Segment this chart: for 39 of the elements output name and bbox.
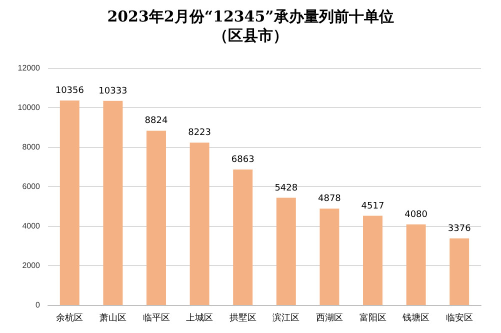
bar bbox=[60, 100, 80, 305]
x-tick-label: 西湖区 bbox=[316, 312, 343, 322]
bar bbox=[406, 224, 426, 305]
y-tick-label: 0 bbox=[36, 300, 41, 310]
y-tick-label: 6000 bbox=[22, 182, 41, 191]
data-label: 4080 bbox=[404, 210, 428, 220]
chart-title: 2023年2月份“12345”承办量列前十单位 bbox=[107, 8, 394, 26]
x-tick-label: 拱墅区 bbox=[229, 312, 256, 322]
x-tick-label: 富阳区 bbox=[359, 312, 386, 322]
data-label: 8223 bbox=[188, 128, 212, 138]
bar bbox=[276, 198, 296, 305]
chart-subtitle: （区县市） bbox=[213, 26, 288, 44]
data-label: 4517 bbox=[361, 201, 384, 212]
data-label: 8824 bbox=[144, 116, 168, 126]
x-tick-label: 钱塘区 bbox=[402, 312, 430, 322]
bar bbox=[363, 216, 382, 305]
x-tick-label: 滨江区 bbox=[272, 312, 300, 322]
bar bbox=[233, 169, 253, 305]
data-label: 5428 bbox=[274, 183, 298, 194]
data-label: 3376 bbox=[448, 224, 472, 234]
y-tick-label: 4000 bbox=[22, 222, 41, 230]
y-tick-label: 2000 bbox=[22, 261, 41, 270]
y-tick-label: 12000 bbox=[18, 64, 41, 72]
x-tick-label: 余杭区 bbox=[56, 312, 84, 322]
y-tick-label: 10000 bbox=[18, 103, 41, 112]
x-tick-label: 临安区 bbox=[446, 312, 473, 322]
x-tick-label: 上城区 bbox=[186, 312, 214, 322]
bar bbox=[190, 142, 210, 305]
data-label: 10356 bbox=[55, 86, 84, 96]
bar bbox=[146, 130, 166, 305]
bar bbox=[320, 208, 340, 305]
data-label: 6863 bbox=[231, 154, 254, 165]
y-tick-label: 8000 bbox=[22, 142, 41, 152]
x-tick-label: 临平区 bbox=[142, 312, 170, 322]
bar bbox=[450, 238, 470, 305]
data-label: 10333 bbox=[98, 86, 128, 96]
bar bbox=[103, 100, 123, 305]
x-tick-label: 萧山区 bbox=[99, 312, 126, 322]
data-label: 4878 bbox=[318, 194, 342, 204]
